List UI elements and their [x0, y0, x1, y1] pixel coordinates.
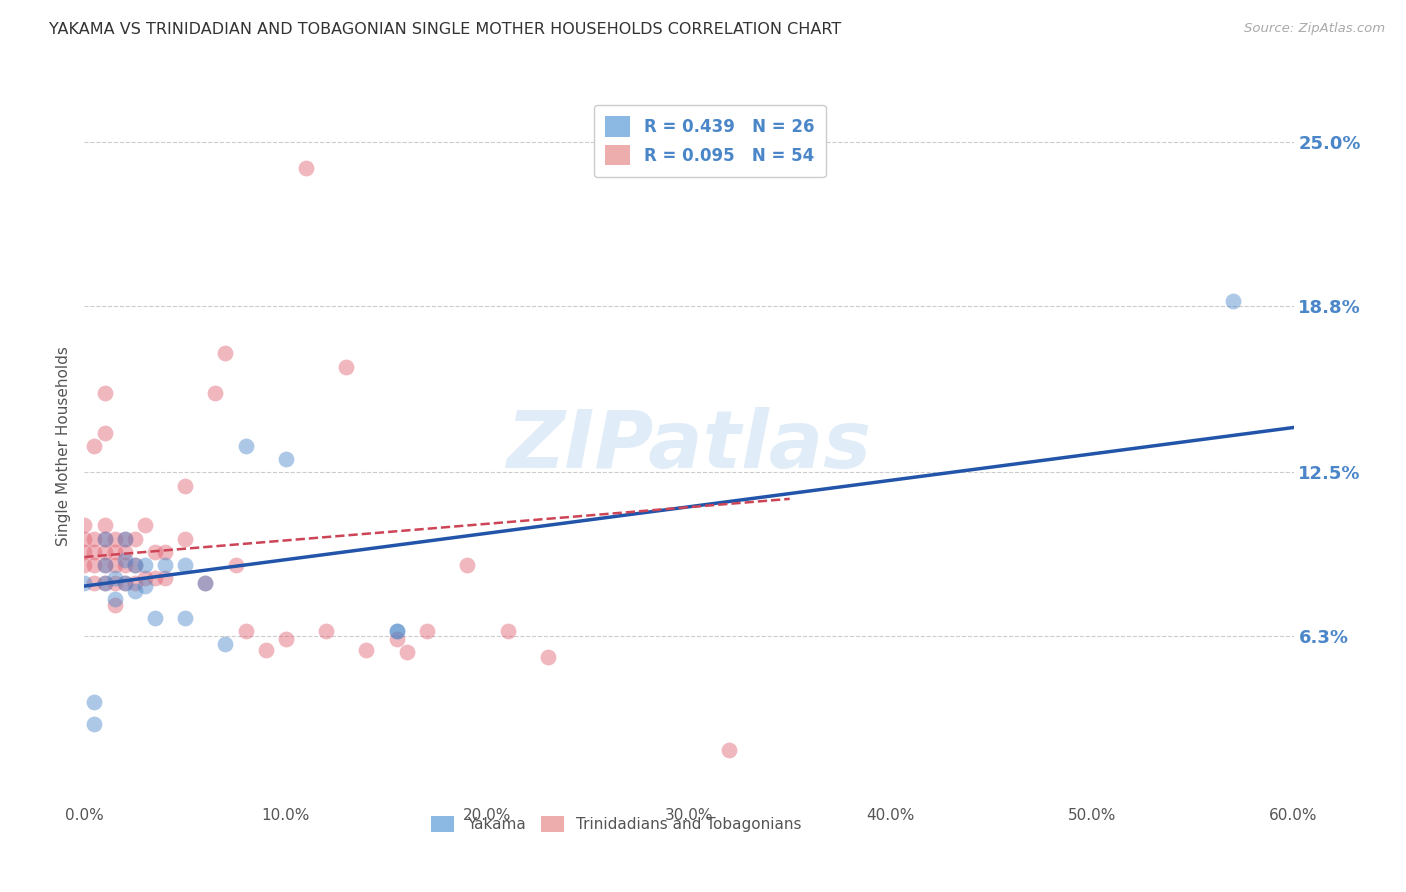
Point [93, 558, 115, 572]
Point [73, 532, 96, 546]
Point [174, 611, 197, 625]
Point [124, 532, 146, 546]
Point [214, 637, 236, 651]
Point [93, 518, 115, 533]
Point [385, 632, 408, 646]
Point [153, 571, 176, 585]
Point [124, 558, 146, 572]
Point [335, 359, 357, 374]
Point [83, 695, 105, 709]
Point [174, 558, 197, 572]
Point [104, 576, 127, 591]
Point [93, 532, 115, 546]
Point [1222, 293, 1244, 308]
Point [143, 545, 166, 559]
Point [104, 545, 127, 559]
Point [124, 576, 146, 591]
Point [83, 576, 105, 591]
Point [93, 532, 115, 546]
Point [214, 346, 236, 360]
Point [114, 576, 136, 591]
Point [315, 624, 337, 638]
Point [104, 558, 127, 572]
Point [93, 545, 115, 559]
Point [114, 532, 136, 546]
Point [73, 518, 96, 533]
Point [83, 439, 105, 453]
Point [93, 386, 115, 401]
Point [225, 558, 247, 572]
Point [93, 425, 115, 440]
Point [104, 571, 127, 585]
Point [254, 642, 277, 657]
Point [274, 632, 297, 646]
Point [496, 624, 519, 638]
Point [134, 571, 156, 585]
Point [235, 439, 257, 453]
Point [83, 532, 105, 546]
Point [114, 558, 136, 572]
Point [174, 478, 197, 492]
Text: YAKAMA VS TRINIDADIAN AND TOBAGONIAN SINGLE MOTHER HOUSEHOLDS CORRELATION CHART: YAKAMA VS TRINIDADIAN AND TOBAGONIAN SIN… [49, 22, 841, 37]
Point [93, 576, 115, 591]
Point [134, 558, 156, 572]
Point [73, 576, 96, 591]
Point [83, 716, 105, 731]
Point [274, 452, 297, 467]
Point [73, 558, 96, 572]
Point [104, 532, 127, 546]
Point [114, 576, 136, 591]
Point [114, 545, 136, 559]
Point [456, 558, 478, 572]
Point [93, 558, 115, 572]
Point [356, 642, 378, 657]
Point [104, 598, 127, 612]
Point [83, 558, 105, 572]
Point [73, 545, 96, 559]
Point [134, 579, 156, 593]
Point [124, 558, 146, 572]
Point [153, 545, 176, 559]
Point [124, 584, 146, 599]
Point [153, 558, 176, 572]
Point [134, 518, 156, 533]
Point [385, 624, 408, 638]
Point [537, 650, 560, 665]
Point [143, 571, 166, 585]
Point [416, 624, 439, 638]
Point [204, 386, 226, 401]
Point [104, 592, 127, 607]
Point [174, 532, 197, 546]
Point [395, 645, 418, 659]
Legend: Yakama, Trinidadians and Tobagonians: Yakama, Trinidadians and Tobagonians [426, 810, 807, 838]
Point [143, 611, 166, 625]
Point [295, 161, 318, 176]
Point [235, 624, 257, 638]
Point [194, 576, 217, 591]
Y-axis label: Single Mother Households: Single Mother Households [56, 346, 72, 546]
Text: ZIPatlas: ZIPatlas [506, 407, 872, 485]
Point [194, 576, 217, 591]
Point [385, 624, 408, 638]
Point [93, 576, 115, 591]
Point [83, 545, 105, 559]
Point [718, 743, 741, 757]
Text: Source: ZipAtlas.com: Source: ZipAtlas.com [1244, 22, 1385, 36]
Point [114, 532, 136, 546]
Point [114, 552, 136, 566]
